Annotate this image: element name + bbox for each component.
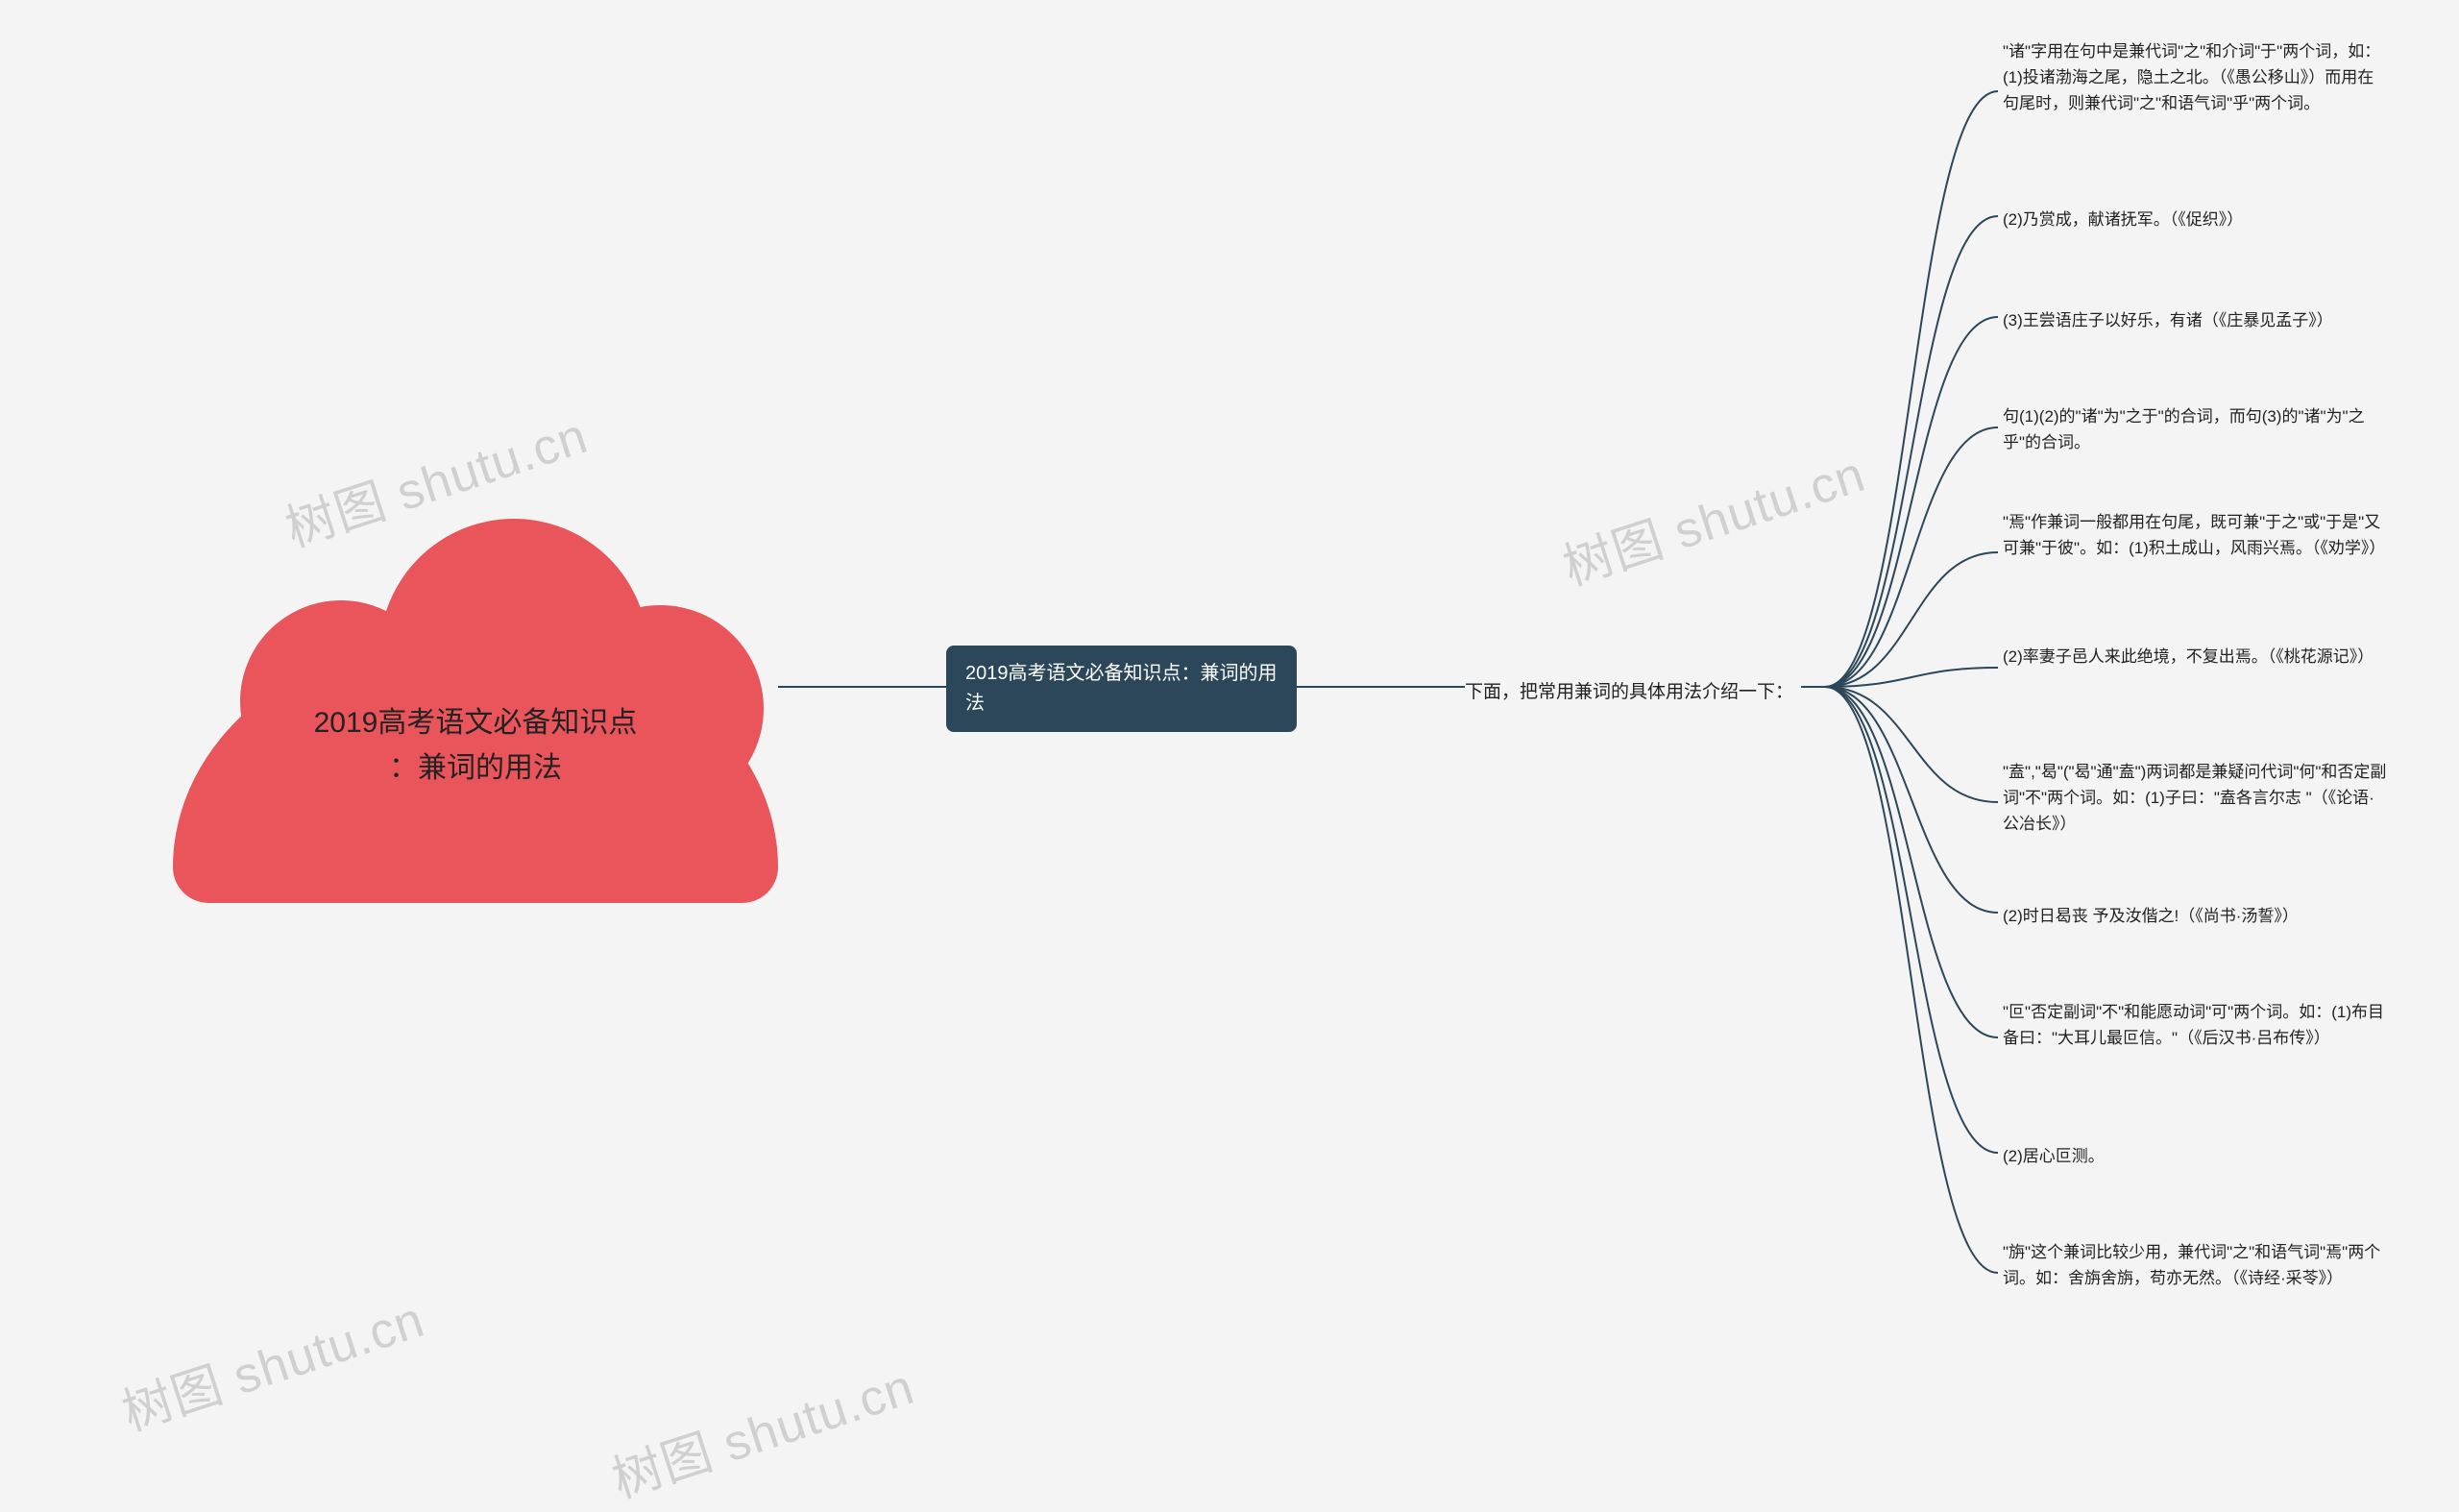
node1-text: 2019高考语文必备知识点：兼词的用法 — [965, 663, 1278, 714]
root-title-line1: 2019高考语文必备知识点 — [314, 707, 638, 739]
leaf-node: "旃"这个兼词比较少用，兼代词"之"和语气词"焉"两个词。如：舍旃舍旃，苟亦无然… — [2003, 1239, 2387, 1291]
watermark: 树图 shutu.cn — [601, 1346, 921, 1511]
root-title: 2019高考语文必备知识点 ：兼词的用法 — [231, 701, 720, 791]
root-cloud-node: 2019高考语文必备知识点 ：兼词的用法 — [173, 480, 778, 903]
mindmap-node-level2: 下面，把常用兼词的具体用法介绍一下： — [1465, 677, 1793, 703]
watermark: 树图 shutu.cn — [111, 1279, 431, 1444]
leaf-node: (2)乃赏成，献诸抚军。（《促织》） — [2003, 207, 2387, 232]
leaf-node: "诸"字用在句中是兼代词"之"和介词"于"两个词，如：(1)投诸渤海之尾，隐土之… — [2003, 38, 2387, 117]
leaf-node: (2)率妻子邑人来此绝境，不复出焉。（《桃花源记》） — [2003, 644, 2387, 670]
watermark: 树图 shutu.cn — [1552, 433, 1872, 598]
leaf-node: (2)居心叵测。 — [2003, 1143, 2387, 1169]
node2-text: 下面，把常用兼词的具体用法介绍一下： — [1465, 682, 1793, 702]
leaf-node: "盍","曷"("曷"通"盍")两词都是兼疑问代词"何"和否定副词"不"两个词。… — [2003, 759, 2387, 838]
leaf-node: "焉"作兼词一般都用在句尾，既可兼"于之"或"于是"又可兼"于彼"。如：(1)积… — [2003, 509, 2387, 561]
leaf-node: (3)王尝语庄子以好乐，有诸（《庄暴见孟子》） — [2003, 307, 2387, 333]
leaf-node: "叵"否定副词"不"和能愿动词"可"两个词。如：(1)布目备曰："大耳儿最叵信。… — [2003, 999, 2387, 1051]
leaf-node: (2)时日曷丧 予及汝偕之!（《尚书·汤誓》） — [2003, 903, 2387, 929]
root-title-line2: ：兼词的用法 — [389, 752, 562, 784]
leaf-node: 句(1)(2)的"诸"为"之于"的合词，而句(3)的"诸"为"之乎"的合词。 — [2003, 403, 2387, 455]
mindmap-node-level1: 2019高考语文必备知识点：兼词的用法 — [946, 646, 1297, 732]
